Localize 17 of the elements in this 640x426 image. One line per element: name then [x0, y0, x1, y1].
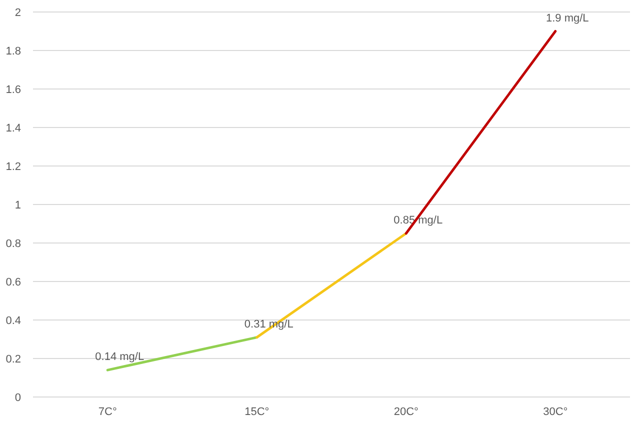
y-tick-label: 0 [14, 392, 21, 404]
x-tick-label: 30C° [543, 406, 568, 418]
data-label: 0.14 mg/L [95, 351, 144, 364]
y-tick-label: 1.6 [6, 84, 21, 96]
y-tick-label: 0.2 [6, 354, 21, 366]
y-tick-label: 1.2 [6, 161, 21, 173]
y-tick-label: 0.8 [6, 238, 21, 250]
y-tick-label: 1 [14, 200, 21, 212]
data-label: 1.9 mg/L [546, 12, 589, 24]
y-tick-label: 2 [14, 7, 21, 19]
x-tick-label: 7C° [98, 406, 117, 418]
y-tick-label: 0.6 [6, 276, 21, 288]
y-tick-label: 0.4 [6, 315, 21, 327]
y-tick-label: 1.4 [6, 122, 21, 134]
x-tick-label: 20C° [394, 406, 418, 418]
x-tick-label: 15C° [244, 406, 270, 418]
y-tick-label: 1.8 [6, 46, 21, 58]
